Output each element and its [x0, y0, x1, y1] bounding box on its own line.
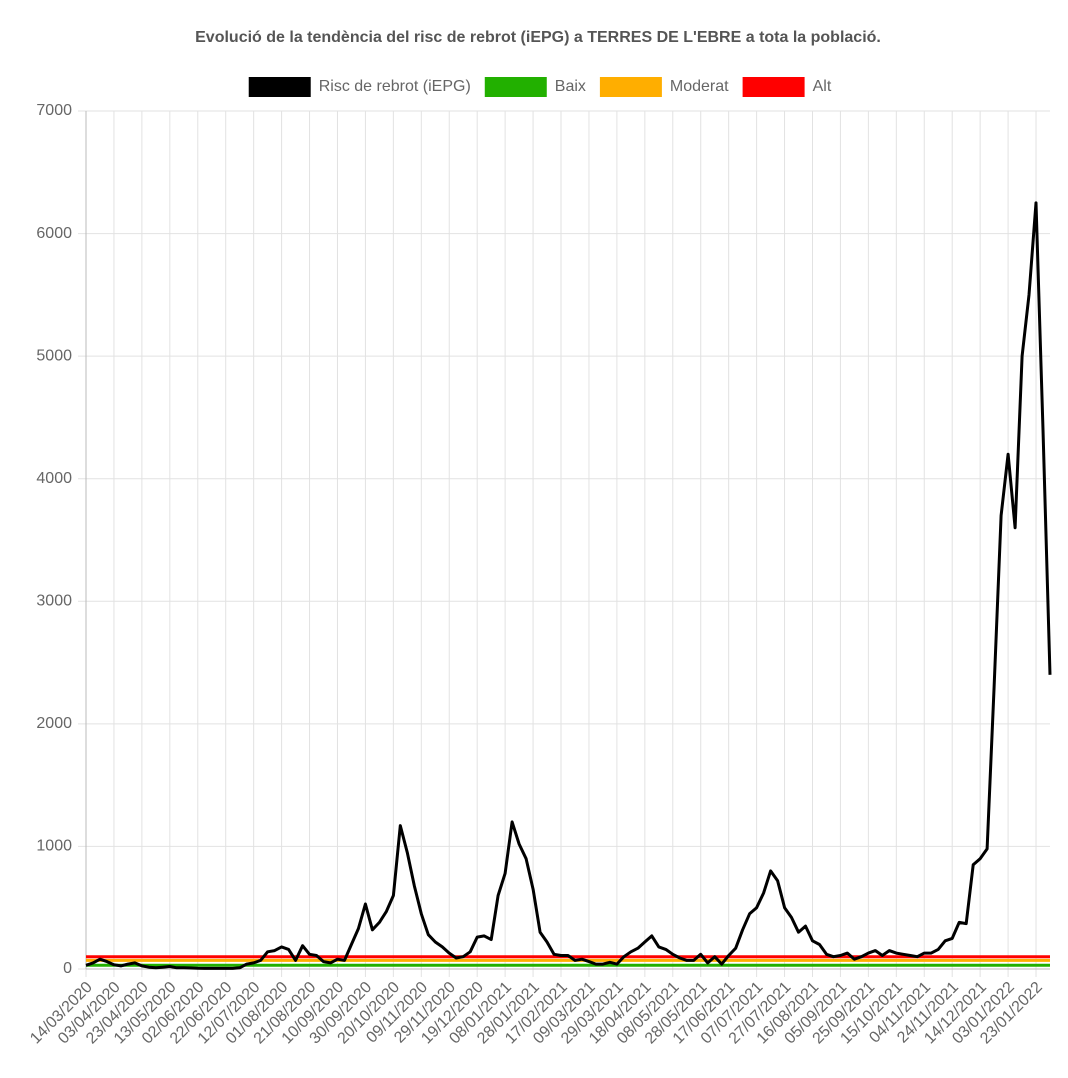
legend-swatch — [248, 77, 311, 97]
legend: Risc de rebrot (iEPG) Baix Moderat Alt — [248, 77, 832, 97]
y-tick-label: 2000 — [36, 715, 72, 732]
y-tick-label: 7000 — [36, 102, 72, 119]
y-tick-label: 5000 — [36, 347, 72, 364]
legend-item: Risc de rebrot (iEPG) — [248, 77, 471, 97]
legend-label: Baix — [555, 78, 586, 95]
y-tick-label: 0 — [63, 960, 72, 977]
legend-swatch — [599, 77, 662, 97]
y-tick-label: 1000 — [36, 838, 72, 855]
legend-label: Moderat — [670, 78, 729, 95]
legend-item: Moderat — [599, 77, 729, 97]
legend-label: Risc de rebrot (iEPG) — [319, 78, 471, 95]
legend-swatch — [484, 77, 547, 97]
legend-item: Alt — [742, 77, 832, 97]
chart-title: Evolució de la tendència del risc de reb… — [195, 29, 881, 46]
series-line — [85, 201, 1052, 970]
y-tick-label: 6000 — [36, 225, 72, 242]
y-tick-label: 4000 — [36, 470, 72, 487]
legend-label: Alt — [813, 78, 832, 95]
legend-swatch — [742, 77, 805, 97]
legend-item: Baix — [484, 77, 586, 97]
y-tick-label: 3000 — [36, 593, 72, 610]
